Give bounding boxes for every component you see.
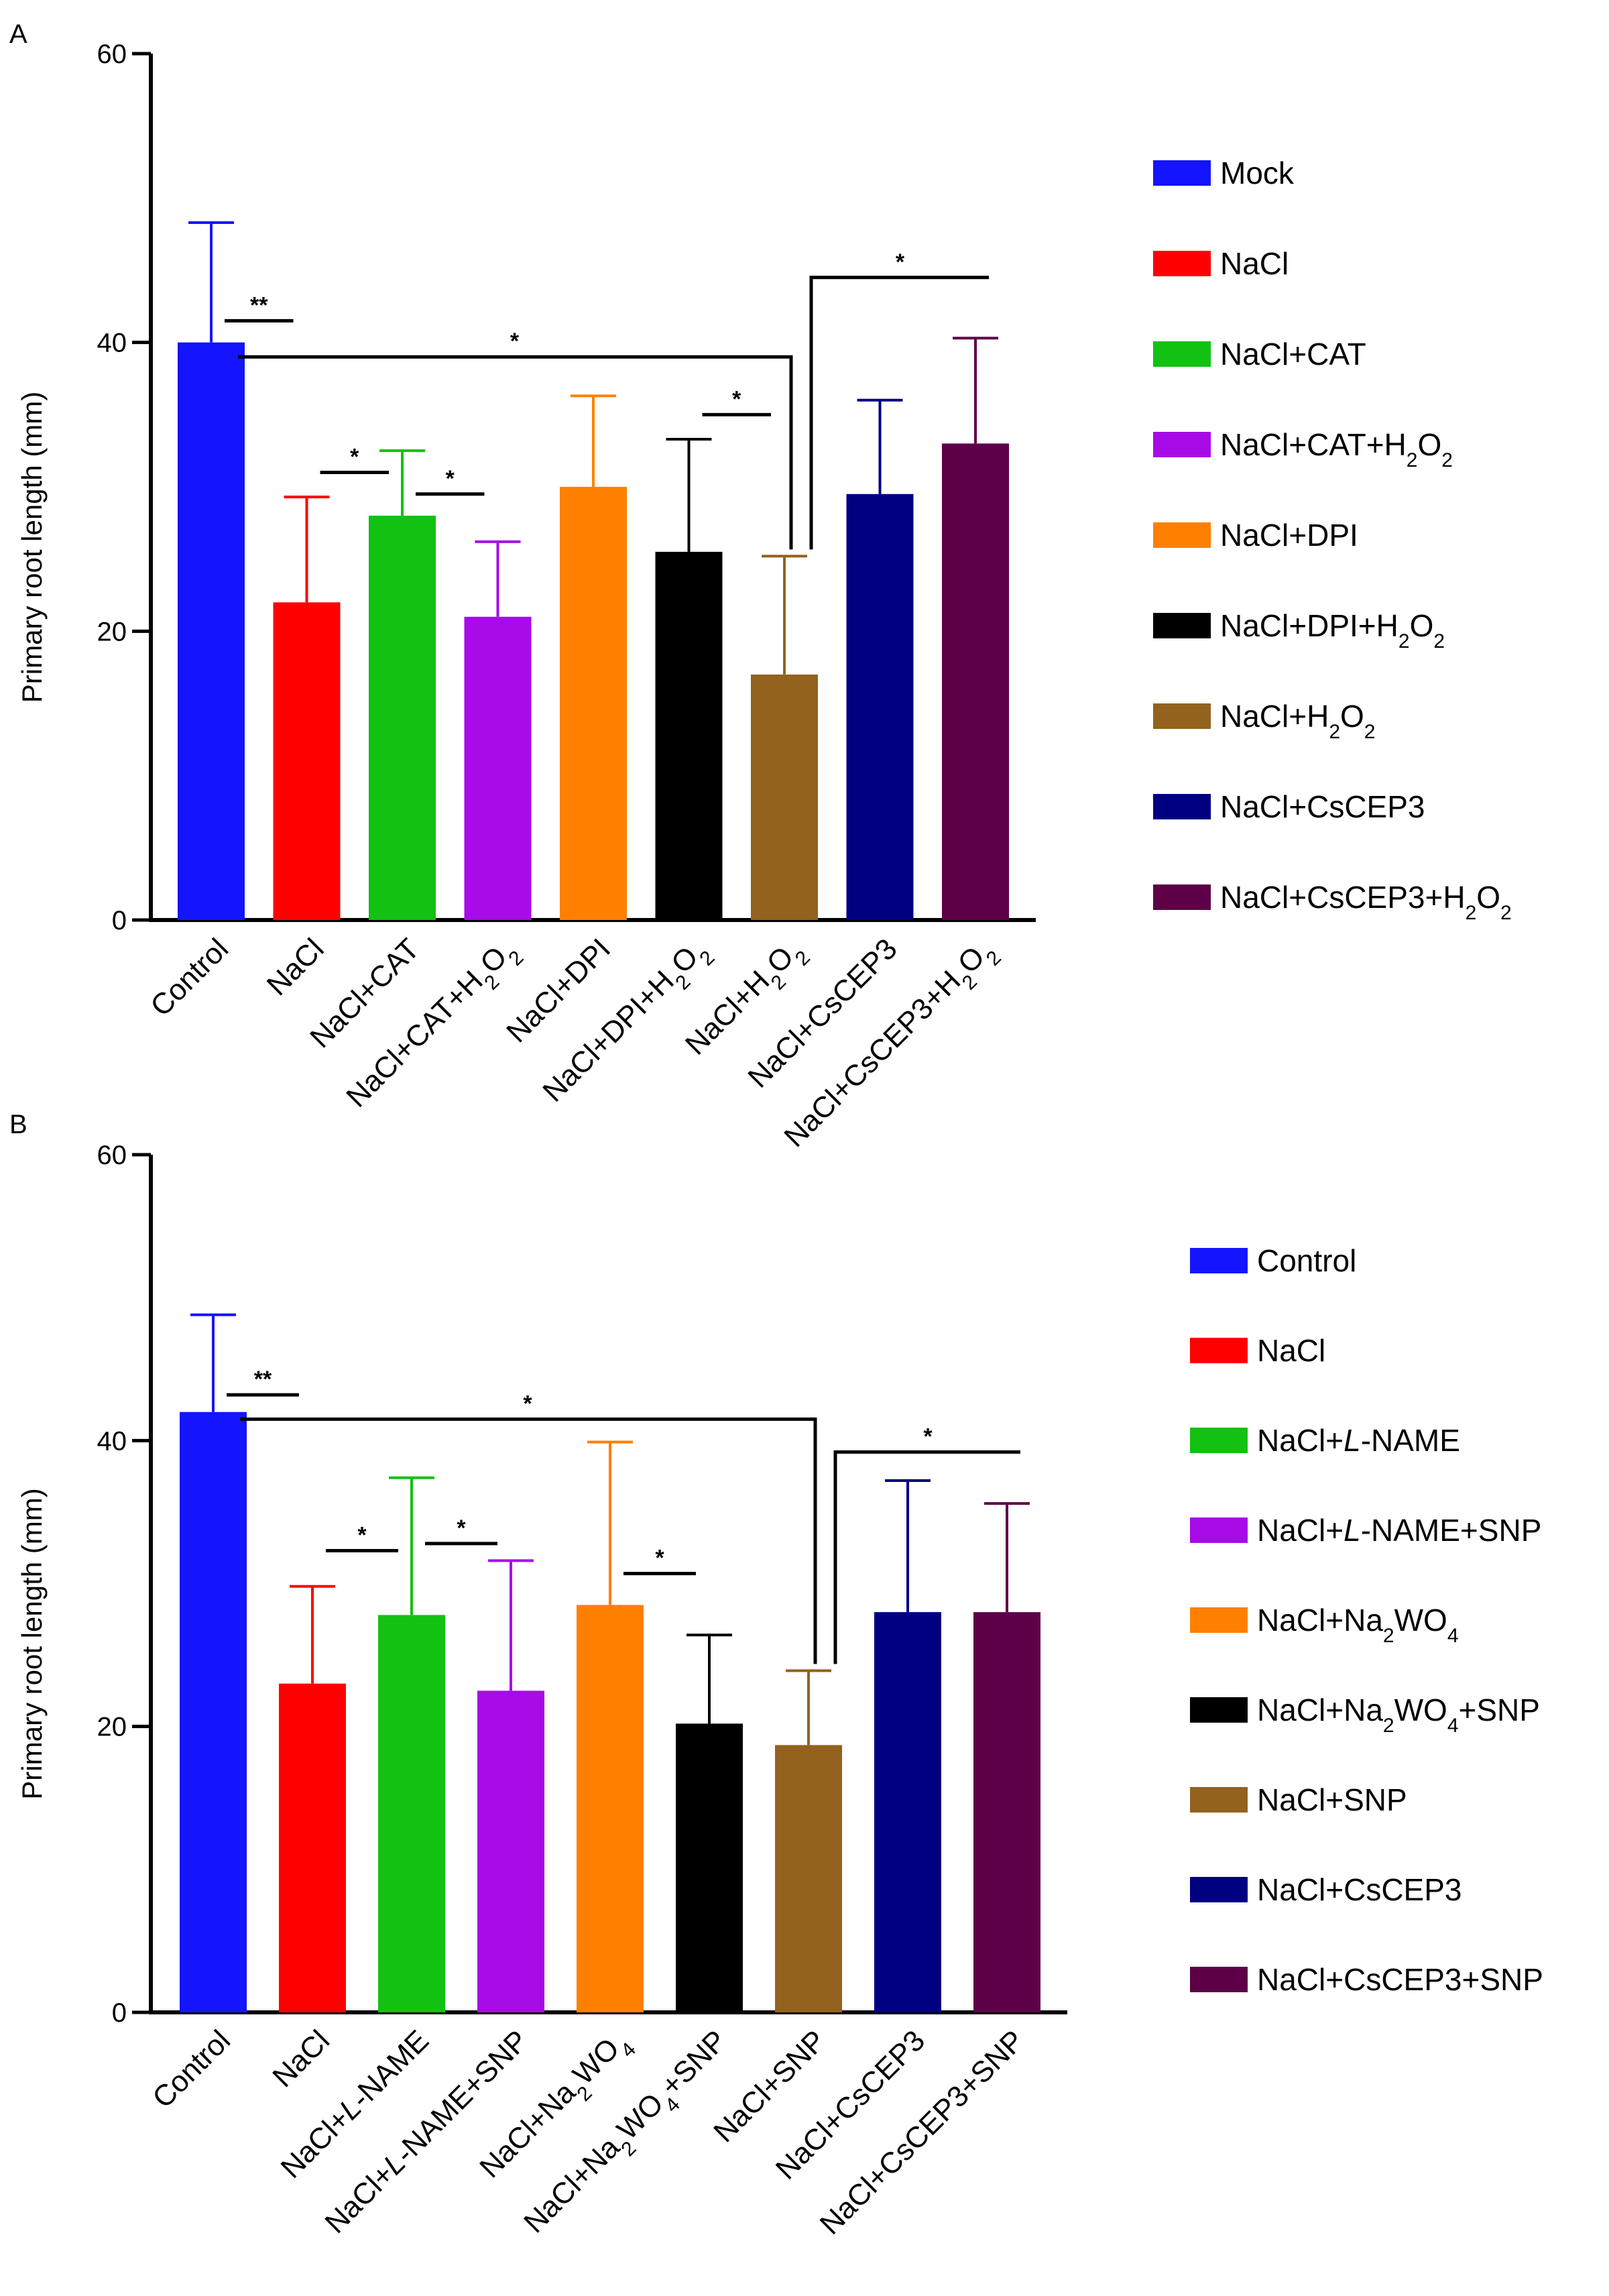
legend-swatch bbox=[1153, 522, 1211, 548]
significance-star: * bbox=[510, 329, 520, 354]
legend-swatch bbox=[1153, 251, 1211, 276]
legend-label: Mock bbox=[1220, 156, 1295, 190]
bar bbox=[676, 1723, 743, 2012]
y-axis-label: Primary root length (mm) bbox=[16, 392, 48, 703]
y-tick-label: 40 bbox=[97, 329, 127, 358]
significance-bracket bbox=[809, 276, 989, 550]
y-tick-label: 20 bbox=[97, 617, 127, 646]
legend-swatch bbox=[1190, 1877, 1248, 1902]
legend-swatch bbox=[1153, 160, 1211, 186]
significance-star: * bbox=[457, 1515, 466, 1541]
x-tick-label: Control bbox=[144, 932, 235, 1023]
legend-label: NaCl+CsCEP3+SNP bbox=[1257, 1962, 1543, 1997]
bar bbox=[846, 494, 914, 920]
y-tick-label: 0 bbox=[112, 906, 127, 935]
legend-label: NaCl bbox=[1220, 246, 1289, 281]
legend-label: NaCl+CsCEP3 bbox=[1257, 1872, 1462, 1907]
legend-label: NaCl+CsCEP3 bbox=[1220, 789, 1425, 824]
legend-label: NaCl+CAT bbox=[1220, 337, 1366, 371]
significance-star: * bbox=[655, 1546, 664, 1571]
bar bbox=[279, 1683, 346, 2012]
legend-swatch bbox=[1190, 1697, 1248, 1723]
legend-label: NaCl+H2O2 bbox=[1220, 699, 1375, 743]
significance-star: * bbox=[523, 1391, 532, 1416]
significance-star: * bbox=[446, 466, 455, 492]
legend-swatch bbox=[1190, 1787, 1248, 1813]
y-axis-label: Primary root length (mm) bbox=[16, 1488, 48, 1799]
x-tick-label: NaCl bbox=[261, 932, 331, 1002]
legend-label: NaCl+L-NAME+SNP bbox=[1257, 1513, 1541, 1548]
legend-swatch bbox=[1153, 432, 1211, 457]
y-tick-label: 20 bbox=[97, 1713, 127, 1742]
significance-star: ** bbox=[250, 292, 268, 318]
legend-swatch bbox=[1190, 1517, 1248, 1543]
significance-star: * bbox=[923, 1424, 933, 1449]
bar bbox=[874, 1612, 941, 2012]
panel-label: A bbox=[9, 19, 27, 49]
legend-label: NaCl+CAT+H2O2 bbox=[1220, 427, 1453, 471]
significance-star: ** bbox=[254, 1367, 272, 1392]
y-tick-label: 0 bbox=[112, 1998, 127, 2028]
legend-swatch bbox=[1190, 1967, 1248, 1992]
panel-a: A 0 20 40 60 Primary root length (mm) Control N… bbox=[9, 19, 1512, 1153]
legend-swatch bbox=[1153, 613, 1211, 638]
significance-bracket bbox=[240, 1417, 817, 1664]
y-tick-label: 40 bbox=[97, 1426, 127, 1456]
bar bbox=[973, 1612, 1040, 2012]
bar bbox=[655, 551, 723, 920]
bar bbox=[751, 674, 818, 920]
x-tick-label: NaCl bbox=[266, 2024, 336, 2093]
panel-label: B bbox=[9, 1110, 27, 1139]
bar bbox=[178, 342, 245, 921]
legend-swatch bbox=[1153, 341, 1211, 367]
legend-label: NaCl+DPI+H2O2 bbox=[1220, 608, 1445, 652]
legend-swatch bbox=[1153, 703, 1211, 729]
significance-star: * bbox=[896, 249, 905, 275]
bar bbox=[369, 516, 436, 920]
x-tick-label: NaCl+CAT+H2O2 bbox=[340, 932, 528, 1120]
significance-star: * bbox=[732, 386, 741, 412]
bar bbox=[273, 602, 341, 920]
legend-label: NaCl+SNP bbox=[1257, 1782, 1407, 1817]
legend-label: Control bbox=[1257, 1243, 1356, 1278]
legend-swatch bbox=[1190, 1607, 1248, 1633]
legend-label: NaCl+DPI bbox=[1220, 518, 1358, 553]
y-tick-label: 60 bbox=[97, 1141, 127, 1170]
significance-bracket bbox=[238, 355, 793, 550]
significance-star: * bbox=[350, 444, 359, 469]
legend-label: NaCl bbox=[1257, 1333, 1325, 1368]
x-tick-label: NaCl+CsCEP3+SNP bbox=[814, 2024, 1030, 2240]
legend-swatch bbox=[1153, 794, 1211, 819]
legend-label: NaCl+Na2WO4+SNP bbox=[1257, 1692, 1540, 1737]
x-tick-label: Control bbox=[146, 2024, 237, 2114]
bar bbox=[775, 1745, 842, 2012]
bar bbox=[477, 1690, 544, 2012]
legend-swatch bbox=[1153, 884, 1211, 910]
significance-star: * bbox=[357, 1522, 367, 1548]
bar bbox=[464, 616, 532, 920]
x-tick-label: NaCl+DPI+H2O2 bbox=[536, 932, 719, 1114]
legend-swatch bbox=[1190, 1428, 1248, 1453]
legend-label: NaCl+CsCEP3+H2O2 bbox=[1220, 880, 1512, 924]
legend-label: NaCl+Na2WO4 bbox=[1257, 1603, 1459, 1647]
legend-label: NaCl+L-NAME bbox=[1257, 1423, 1460, 1458]
significance-bracket bbox=[833, 1450, 1020, 1664]
bar bbox=[180, 1412, 247, 2012]
panel-b: B 0 20 40 60 Primary root length (mm) Control N… bbox=[9, 1110, 1543, 2241]
bar bbox=[378, 1615, 445, 2012]
bar bbox=[942, 443, 1009, 920]
bar bbox=[577, 1605, 644, 2012]
legend-swatch bbox=[1190, 1338, 1248, 1363]
legend-swatch bbox=[1190, 1248, 1248, 1273]
bar bbox=[560, 487, 627, 920]
y-tick-label: 60 bbox=[97, 40, 127, 69]
